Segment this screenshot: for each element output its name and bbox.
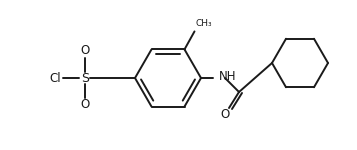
Text: NH: NH [219, 70, 236, 84]
Text: Cl: Cl [49, 72, 61, 84]
Text: O: O [220, 108, 230, 122]
Text: CH₃: CH₃ [196, 19, 212, 28]
Text: S: S [81, 72, 89, 84]
Text: O: O [80, 99, 90, 111]
Text: O: O [80, 45, 90, 57]
